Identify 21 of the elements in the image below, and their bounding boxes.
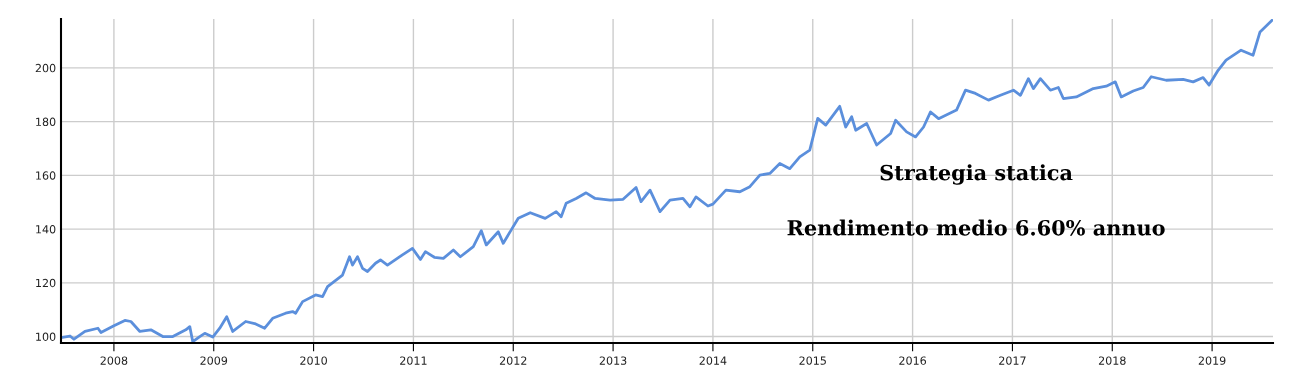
x-tick-label: 2012 [499,356,527,365]
annotation: Strategia statica [880,164,1073,185]
y-tick-label: 160 [36,171,56,180]
x-tick-label: 2008 [100,356,128,365]
x-tick-label: 2015 [799,356,826,365]
x-tick-label: 2011 [400,356,427,365]
x-tick-label: 2019 [1198,356,1226,365]
x-tick-label: 2016 [899,356,927,365]
y-tick-label: 180 [36,117,56,127]
x-tick-label: 2017 [999,356,1026,365]
y-tick-label: 120 [36,278,56,288]
y-tick-label: 140 [36,225,56,234]
y-tick-label: 100 [36,332,56,341]
line-series [61,19,1273,343]
x-tick-label: 2010 [300,356,327,365]
y-tick-label: 200 [35,63,56,73]
x-tick-label: 2018 [1098,356,1126,365]
annotation: Rendimento medio 6.60% annuo [787,219,1165,236]
x-tick-label: 2009 [200,356,228,365]
x-tick-label: 2014 [699,356,727,365]
x-tick-label: 2013 [599,356,627,365]
